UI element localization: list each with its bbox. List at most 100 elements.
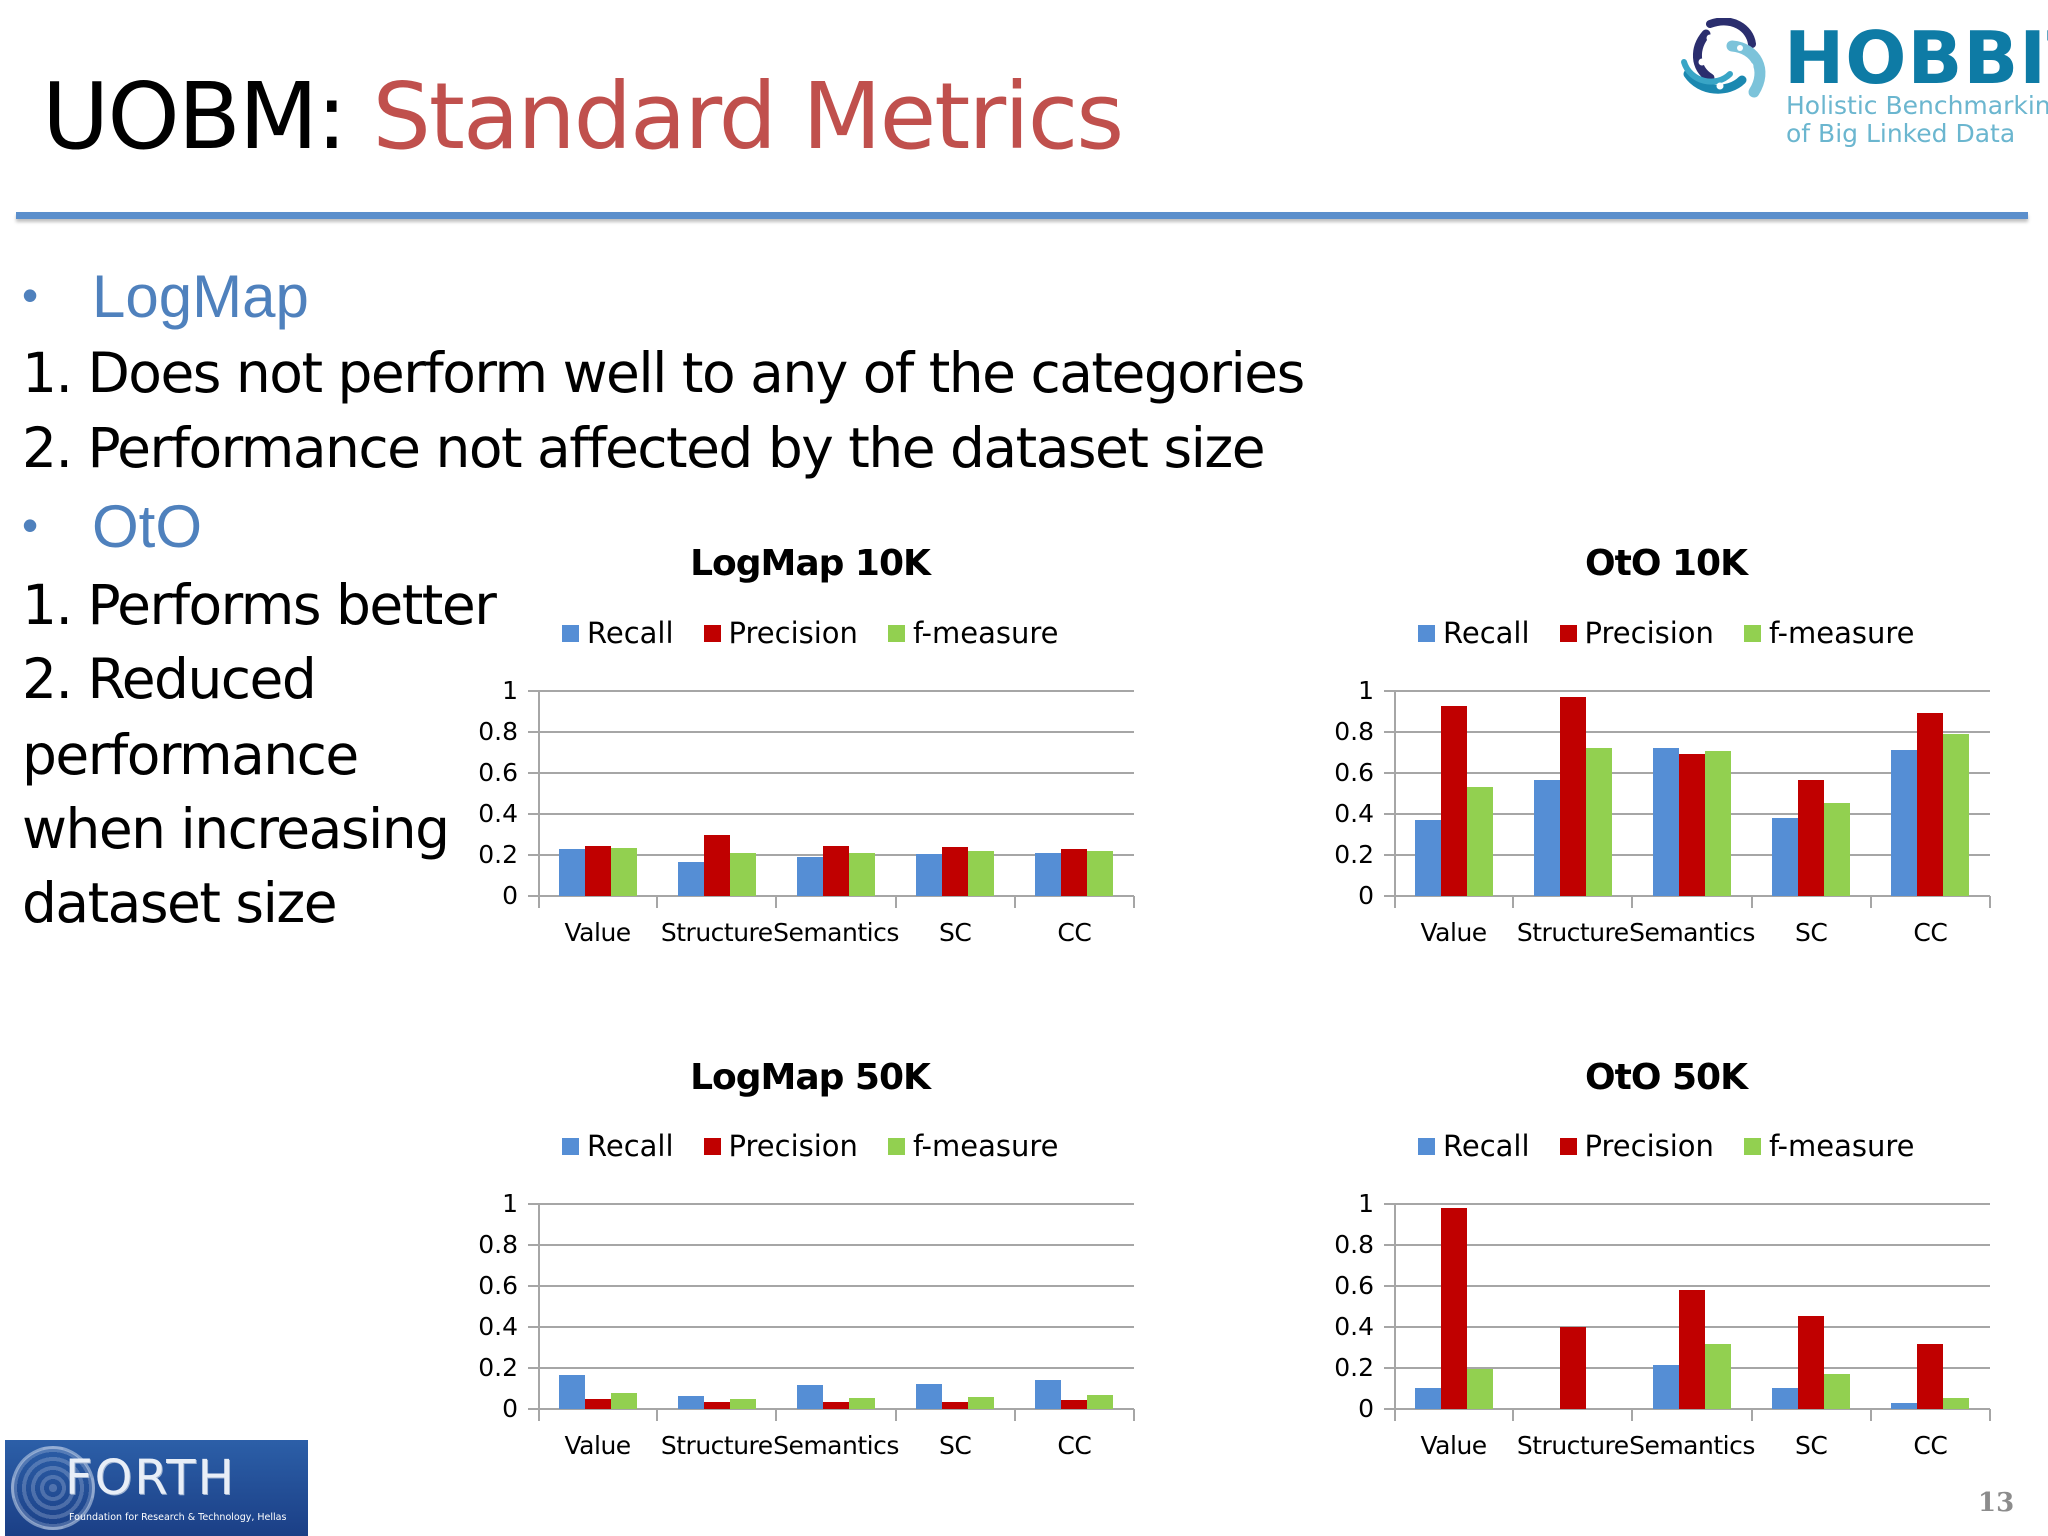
- legend-label: Precision: [728, 1129, 858, 1163]
- legend-label: Recall: [1443, 616, 1530, 650]
- logmap-point-1: 1. Does not perform well to any of the c…: [22, 341, 1305, 405]
- bar-recall: [1891, 1402, 1918, 1409]
- legend-item-recall: Recall: [1418, 616, 1530, 650]
- y-tick-label: 0.2: [478, 1353, 518, 1382]
- bar-f-measure: [1705, 1344, 1731, 1409]
- oto-point-2-cont-3: dataset size: [22, 871, 338, 935]
- bar-f-measure: [1943, 734, 1970, 896]
- slide-title: UOBM: Standard Metrics: [42, 62, 1124, 172]
- legend-label: f-measure: [1768, 1129, 1915, 1163]
- bar-f-measure: [729, 1399, 756, 1409]
- y-tick-label: 0.4: [1334, 1312, 1374, 1341]
- legend-label: Recall: [587, 616, 674, 650]
- bar-recall: [1035, 1379, 1062, 1409]
- gridline: [528, 690, 1134, 692]
- legend-label: Precision: [728, 616, 858, 650]
- chart-title: LogMap 10K: [690, 543, 931, 584]
- bar-f-measure: [968, 1396, 995, 1409]
- x-tick: [1512, 896, 1515, 908]
- bar-f-measure: [1943, 1397, 1970, 1409]
- y-tick-label: 0: [502, 1394, 518, 1423]
- x-tick: [1013, 1409, 1016, 1421]
- oto-point-2-cont-2: when increasing: [22, 797, 450, 861]
- y-tick-label: 0.8: [1334, 717, 1374, 746]
- bar-f-measure: [610, 1393, 637, 1409]
- bar-precision: [1798, 779, 1825, 896]
- hobbit-tagline-2: of Big Linked Data: [1786, 119, 2016, 148]
- legend-label: f-measure: [912, 1129, 1059, 1163]
- legend-item-f-measure: f-measure: [887, 616, 1059, 650]
- bar-f-measure: [849, 852, 875, 896]
- x-tick: [1013, 896, 1016, 908]
- bullet-heading: LogMap: [92, 263, 309, 330]
- legend-swatch-icon: [703, 624, 721, 642]
- legend-item-f-measure: f-measure: [1743, 1129, 1915, 1163]
- plot-area: 1 0.8 0.6 0.4 0.2 0 Value Structure Semantics SC C…: [478, 1189, 1135, 1460]
- legend-label: Precision: [1584, 616, 1714, 650]
- bar-f-measure: [729, 852, 756, 896]
- y-axis: [1394, 691, 1396, 908]
- x-tick: [1989, 1409, 1991, 1421]
- y-axis: [538, 1204, 540, 1421]
- legend-item-precision: Precision: [1559, 616, 1714, 650]
- gridline: [1384, 1203, 1990, 1205]
- bar-precision: [1679, 753, 1705, 896]
- x-category-label: CC: [1913, 1431, 1948, 1460]
- phaistos-disc-icon: [11, 1446, 95, 1530]
- x-tick: [894, 896, 897, 908]
- gridline: [528, 1244, 1134, 1246]
- bar-precision: [1440, 1208, 1467, 1409]
- bar-f-measure: [968, 850, 995, 896]
- y-tick-label: 0: [1358, 881, 1374, 910]
- bar-recall: [916, 1384, 943, 1409]
- title-prefix: UOBM:: [42, 63, 347, 170]
- x-category-label: Value: [564, 918, 632, 947]
- y-tick-label: 0.8: [1334, 1230, 1374, 1259]
- x-category-label: Semantics: [773, 1431, 899, 1460]
- x-tick: [1989, 896, 1991, 908]
- legend-swatch-icon: [887, 1137, 905, 1155]
- chart-title: LogMap 50K: [690, 1057, 931, 1098]
- legend-item-recall: Recall: [562, 1129, 674, 1163]
- bar-precision: [584, 845, 611, 896]
- legend-item-precision: Precision: [703, 616, 858, 650]
- gridline: [528, 1285, 1134, 1287]
- gridline: [1384, 731, 1990, 733]
- bar-precision: [823, 845, 849, 896]
- bar-recall: [558, 1375, 585, 1409]
- bar-recall: [1772, 1387, 1799, 1409]
- bar-precision: [1798, 1315, 1825, 1409]
- forth-logo: FORTH Foundation for Research & Technolo…: [5, 1440, 308, 1536]
- x-tick: [656, 1409, 659, 1421]
- bar-precision: [1917, 712, 1944, 896]
- plot-area: 1 0.8 0.6 0.4 0.2 0 Value Structure Semantics SC C…: [478, 676, 1135, 947]
- x-category-label: SC: [939, 1431, 972, 1460]
- x-tick: [1869, 1409, 1872, 1421]
- bar-precision: [703, 1401, 730, 1409]
- y-tick-label: 0.6: [1334, 1271, 1374, 1300]
- chart-legend: Recall Precision f-measure: [1418, 616, 1915, 650]
- y-tick-label: 1: [1358, 1189, 1374, 1218]
- x-tick: [775, 896, 778, 908]
- bullet-oto: • OtO: [22, 492, 202, 566]
- gridline: [1384, 690, 1990, 692]
- hobbit-logo: HOBBIT Holistic Benchmarking of Big Link…: [1680, 14, 2048, 148]
- x-tick: [775, 1409, 778, 1421]
- y-tick-label: 0.4: [1334, 799, 1374, 828]
- legend-item-f-measure: f-measure: [887, 1129, 1059, 1163]
- x-tick: [1512, 1409, 1515, 1421]
- legend-swatch-icon: [562, 1137, 579, 1155]
- legend-item-recall: Recall: [562, 616, 674, 650]
- bar-f-measure: [1705, 751, 1731, 896]
- legend-label: f-measure: [1768, 616, 1915, 650]
- bar-precision: [1679, 1289, 1705, 1409]
- bar-f-measure: [849, 1397, 875, 1409]
- bar-recall: [558, 848, 585, 896]
- x-tick: [1133, 1409, 1135, 1421]
- x-category-label: Structure: [1516, 918, 1629, 947]
- gridline: [528, 1203, 1134, 1205]
- bullet-dot-icon: •: [22, 269, 39, 322]
- bar-recall: [1653, 748, 1679, 896]
- oto-point-2-cont-1: performance: [22, 723, 359, 787]
- y-tick-label: 0.6: [478, 1271, 518, 1300]
